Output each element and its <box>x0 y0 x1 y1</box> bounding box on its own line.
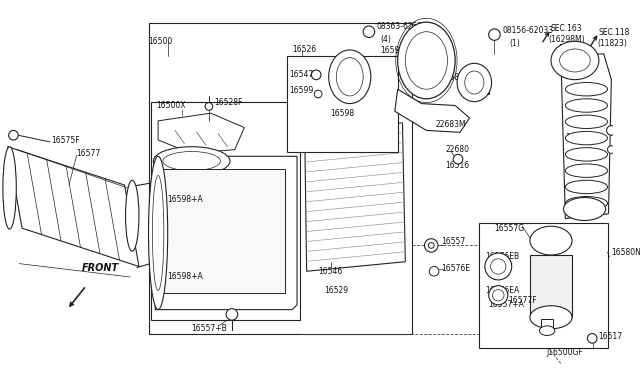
Circle shape <box>607 126 616 135</box>
Text: 16528F: 16528F <box>214 98 243 107</box>
Ellipse shape <box>397 22 455 99</box>
Bar <box>530 255 572 317</box>
Ellipse shape <box>329 50 371 103</box>
Polygon shape <box>395 89 470 132</box>
Text: 16598+A: 16598+A <box>168 195 204 204</box>
Text: 16576E: 16576E <box>441 264 470 273</box>
Ellipse shape <box>565 99 607 112</box>
Text: 16546: 16546 <box>318 267 342 276</box>
Text: 16557: 16557 <box>441 237 465 246</box>
Text: (1): (1) <box>510 39 520 48</box>
Circle shape <box>489 286 508 305</box>
Text: 16599: 16599 <box>289 86 314 95</box>
Text: 16576EB: 16576EB <box>485 253 519 262</box>
Circle shape <box>205 103 212 110</box>
Text: 16500X: 16500X <box>156 101 186 110</box>
Text: 16576P: 16576P <box>565 133 594 142</box>
Ellipse shape <box>565 180 607 194</box>
Text: 16575F: 16575F <box>51 135 79 144</box>
Text: 16577F: 16577F <box>508 295 536 305</box>
Circle shape <box>314 90 322 98</box>
Text: B: B <box>493 29 497 34</box>
Bar <box>460 73 489 94</box>
Text: 16598: 16598 <box>331 109 355 118</box>
Ellipse shape <box>551 41 599 80</box>
Polygon shape <box>148 23 412 334</box>
Polygon shape <box>359 83 388 111</box>
Circle shape <box>588 334 597 343</box>
Circle shape <box>429 266 439 276</box>
Polygon shape <box>305 123 405 271</box>
Text: 1652BB: 1652BB <box>333 59 363 68</box>
Text: 22680: 22680 <box>445 145 470 154</box>
Ellipse shape <box>565 131 607 145</box>
Ellipse shape <box>148 156 168 310</box>
Circle shape <box>312 70 321 80</box>
Text: 16580N: 16580N <box>611 248 640 257</box>
Ellipse shape <box>565 115 607 128</box>
Text: 16577: 16577 <box>77 149 101 158</box>
Text: 16598+A: 16598+A <box>168 272 204 280</box>
Text: SEC.118: SEC.118 <box>599 28 630 37</box>
Circle shape <box>428 243 434 248</box>
Text: 16557G: 16557G <box>495 224 525 232</box>
Ellipse shape <box>154 147 230 176</box>
Circle shape <box>8 131 18 140</box>
Bar <box>287 56 397 151</box>
Ellipse shape <box>530 226 572 255</box>
Polygon shape <box>8 147 139 266</box>
Text: FRONT: FRONT <box>81 263 118 273</box>
Text: 16526: 16526 <box>292 45 316 54</box>
Ellipse shape <box>540 326 555 336</box>
Ellipse shape <box>3 147 16 229</box>
Ellipse shape <box>563 198 605 221</box>
Text: 08156-62033: 08156-62033 <box>502 26 553 35</box>
Text: SEC.163: SEC.163 <box>551 24 582 33</box>
Circle shape <box>453 154 463 164</box>
Text: (16298M): (16298M) <box>548 35 585 44</box>
Circle shape <box>607 146 615 153</box>
Circle shape <box>489 29 500 40</box>
Text: (4): (4) <box>380 35 391 44</box>
Ellipse shape <box>565 148 607 161</box>
Ellipse shape <box>457 63 492 102</box>
Text: 16557+A: 16557+A <box>489 300 525 310</box>
Circle shape <box>226 309 237 320</box>
Ellipse shape <box>565 196 607 210</box>
Bar <box>541 319 553 331</box>
Bar <box>479 223 609 348</box>
Text: 16529: 16529 <box>324 286 348 295</box>
Text: 16500: 16500 <box>148 37 173 46</box>
Text: J16500GF: J16500GF <box>546 348 583 357</box>
Polygon shape <box>158 113 244 153</box>
Text: 22683M: 22683M <box>436 120 467 129</box>
Bar <box>152 102 300 320</box>
Text: 08363-62525: 08363-62525 <box>376 22 428 32</box>
Polygon shape <box>561 44 611 219</box>
Text: (11823): (11823) <box>597 39 627 48</box>
Circle shape <box>485 253 512 280</box>
Text: 16517: 16517 <box>598 332 622 341</box>
Polygon shape <box>156 156 297 310</box>
Ellipse shape <box>565 164 607 177</box>
Text: 16576EA: 16576EA <box>485 286 519 295</box>
Ellipse shape <box>565 83 607 96</box>
Circle shape <box>363 26 374 38</box>
Bar <box>160 169 285 293</box>
Ellipse shape <box>125 180 139 251</box>
Text: 16557+B: 16557+B <box>191 324 227 333</box>
Circle shape <box>424 239 438 252</box>
Text: 16599+A: 16599+A <box>380 46 416 55</box>
Text: S: S <box>367 26 371 31</box>
Text: 22680X: 22680X <box>441 73 470 82</box>
Ellipse shape <box>530 306 572 329</box>
Text: 16547: 16547 <box>289 70 314 79</box>
Text: 16516: 16516 <box>445 161 470 170</box>
